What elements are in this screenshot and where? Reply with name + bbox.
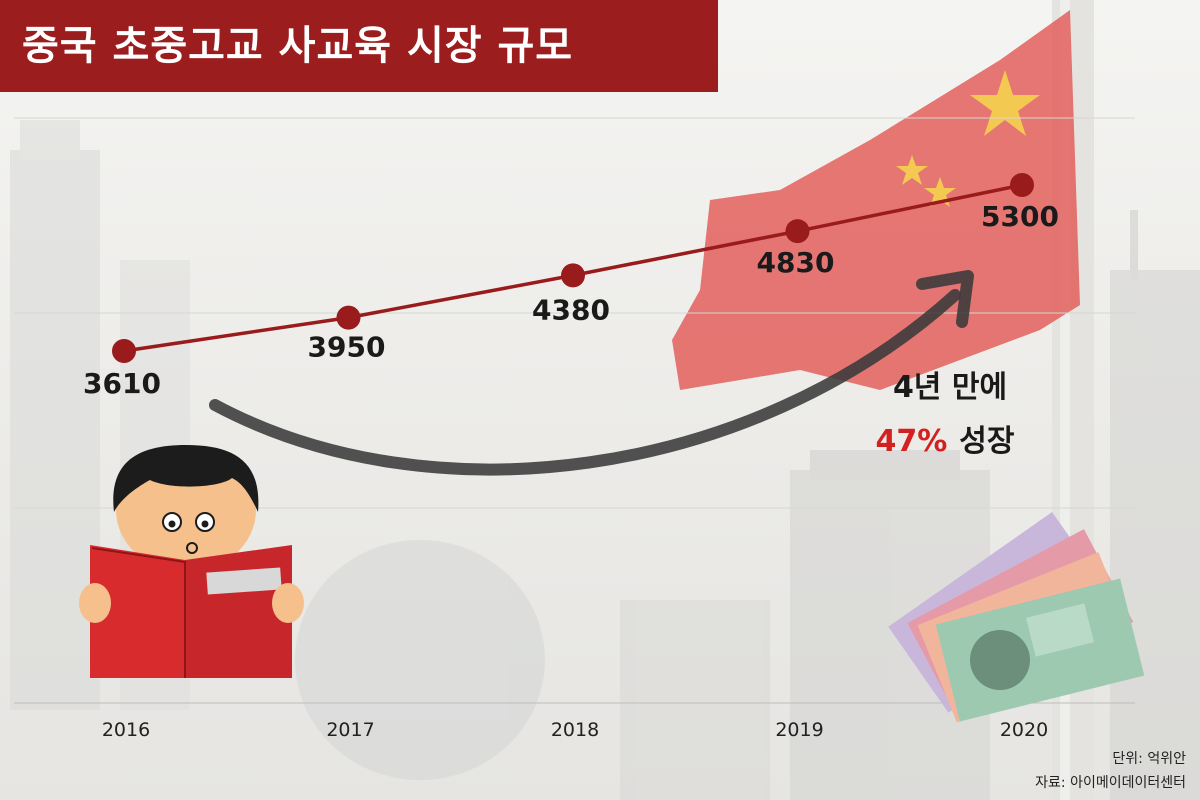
annotation-growth-pct: 47%	[875, 424, 947, 459]
student-reading-book-illustration	[79, 445, 304, 678]
unit-note: 단위: 억위안	[1112, 751, 1186, 767]
x-tick-label-2020: 2020	[1000, 719, 1048, 741]
value-label-2018: 4380	[532, 293, 610, 326]
x-tick-label-2018: 2018	[551, 719, 599, 741]
value-label-2020: 5300	[981, 200, 1059, 233]
x-tick-label-2017: 2017	[326, 719, 374, 741]
annotation-growth-word: 성장	[959, 424, 1015, 459]
page-title: 중국 초중고교 사교육 시장 규모	[22, 23, 574, 69]
annotation-line1: 4년 만에	[893, 370, 1007, 405]
series-layer: 3610 3950 4380 4830 5300	[83, 173, 1059, 400]
data-point-2017	[336, 305, 361, 330]
value-label-2016: 3610	[83, 367, 161, 400]
x-axis-tick-labels: 2016 2017 2018 2019 2020	[102, 719, 1048, 741]
city-skyline-background	[10, 120, 1200, 800]
value-label-2017: 3950	[308, 331, 386, 364]
data-point-2020	[1010, 173, 1034, 197]
data-point-2019	[785, 219, 810, 244]
data-point-2016	[112, 339, 136, 363]
annotation-line2: 47% 성장	[875, 424, 1014, 459]
data-point-2018	[561, 263, 585, 288]
source-note: 자료: 아이메이데이터센터	[1035, 775, 1186, 791]
growth-annotation: 4년 만에 47% 성장	[875, 370, 1014, 459]
yuan-banknotes-illustration	[888, 512, 1145, 723]
growth-arrow	[209, 270, 974, 476]
x-tick-label-2019: 2019	[775, 719, 823, 741]
title-banner: 중국 초중고교 사교육 시장 규모	[0, 0, 718, 92]
value-label-2019: 4830	[757, 246, 835, 279]
x-tick-label-2016: 2016	[102, 719, 150, 741]
